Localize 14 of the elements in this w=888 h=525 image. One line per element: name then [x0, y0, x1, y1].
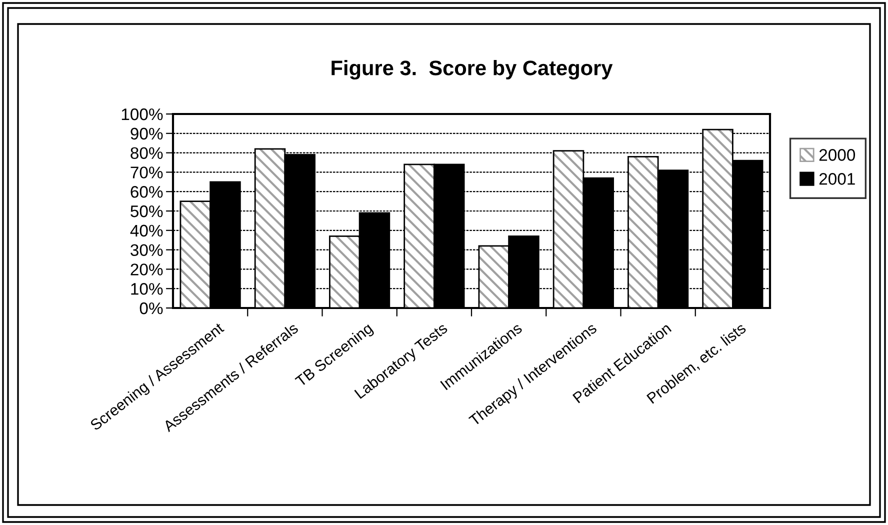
y-tick-label: 70% — [130, 166, 163, 178]
legend-label: 2000 — [819, 149, 856, 161]
y-tick-label: 80% — [130, 147, 163, 160]
legend-label: 2001 — [819, 173, 855, 185]
y-tick-label: 90% — [130, 128, 163, 140]
chart-title: Figure 3. Score by Category — [332, 60, 613, 80]
y-tick-label: 30% — [130, 244, 163, 256]
y-tick-label: 50% — [130, 205, 163, 218]
y-tick-label: 10% — [131, 283, 163, 295]
y-tick-label: 0% — [140, 302, 163, 314]
y-tick-label: 20% — [130, 264, 163, 276]
y-tick-label: 60% — [130, 186, 163, 198]
y-tick-label: 40% — [130, 224, 163, 237]
y-tick-label: 100% — [122, 108, 163, 120]
